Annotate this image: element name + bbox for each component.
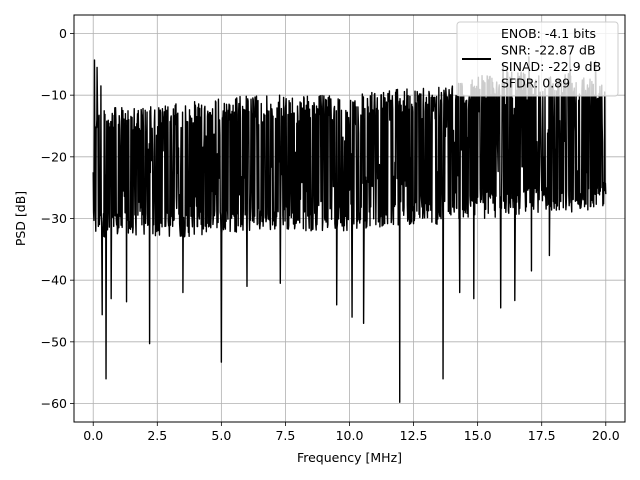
- x-tick-label: 12.5: [400, 428, 428, 443]
- legend: ENOB: -4.1 bits SNR: -22.87 dB SINAD: -2…: [456, 21, 619, 97]
- y-tick-label: −20: [41, 149, 67, 164]
- y-tick-label: −40: [41, 273, 67, 288]
- x-tick-label: 10.0: [336, 428, 364, 443]
- y-tick-label: −60: [41, 396, 67, 411]
- legend-entry-sinad: SINAD: -22.9 dB: [501, 59, 601, 74]
- x-tick-label: 7.5: [275, 428, 295, 443]
- x-tick-label: 2.5: [147, 428, 167, 443]
- y-tick-label: −30: [41, 211, 67, 226]
- x-tick-label: 17.5: [528, 428, 556, 443]
- legend-entry-enob: ENOB: -4.1 bits: [501, 26, 596, 41]
- legend-entry-snr: SNR: -22.87 dB: [501, 43, 596, 58]
- psd-trace: [92, 54, 607, 403]
- legend-box: [456, 21, 619, 97]
- x-tick-label: 5.0: [211, 428, 231, 443]
- y-axis-label: PSD [dB]: [13, 191, 28, 246]
- psd-line: [92, 54, 607, 403]
- x-tick-label: 0.0: [83, 428, 103, 443]
- x-tick-label: 20.0: [592, 428, 620, 443]
- ticks: 0.0 2.5 5.0 7.5 10.0 12.5 15.0 17.5 20.0 0 −10 −20 −…: [41, 26, 620, 443]
- x-axis-label: Frequency [MHz]: [297, 450, 402, 465]
- legend-entry-sfdr: SFDR: 0.89: [501, 76, 570, 91]
- x-tick-label: 15.0: [464, 428, 492, 443]
- y-tick-label: 0: [59, 26, 67, 41]
- y-tick-label: −10: [41, 88, 67, 103]
- y-tick-label: −50: [41, 334, 67, 349]
